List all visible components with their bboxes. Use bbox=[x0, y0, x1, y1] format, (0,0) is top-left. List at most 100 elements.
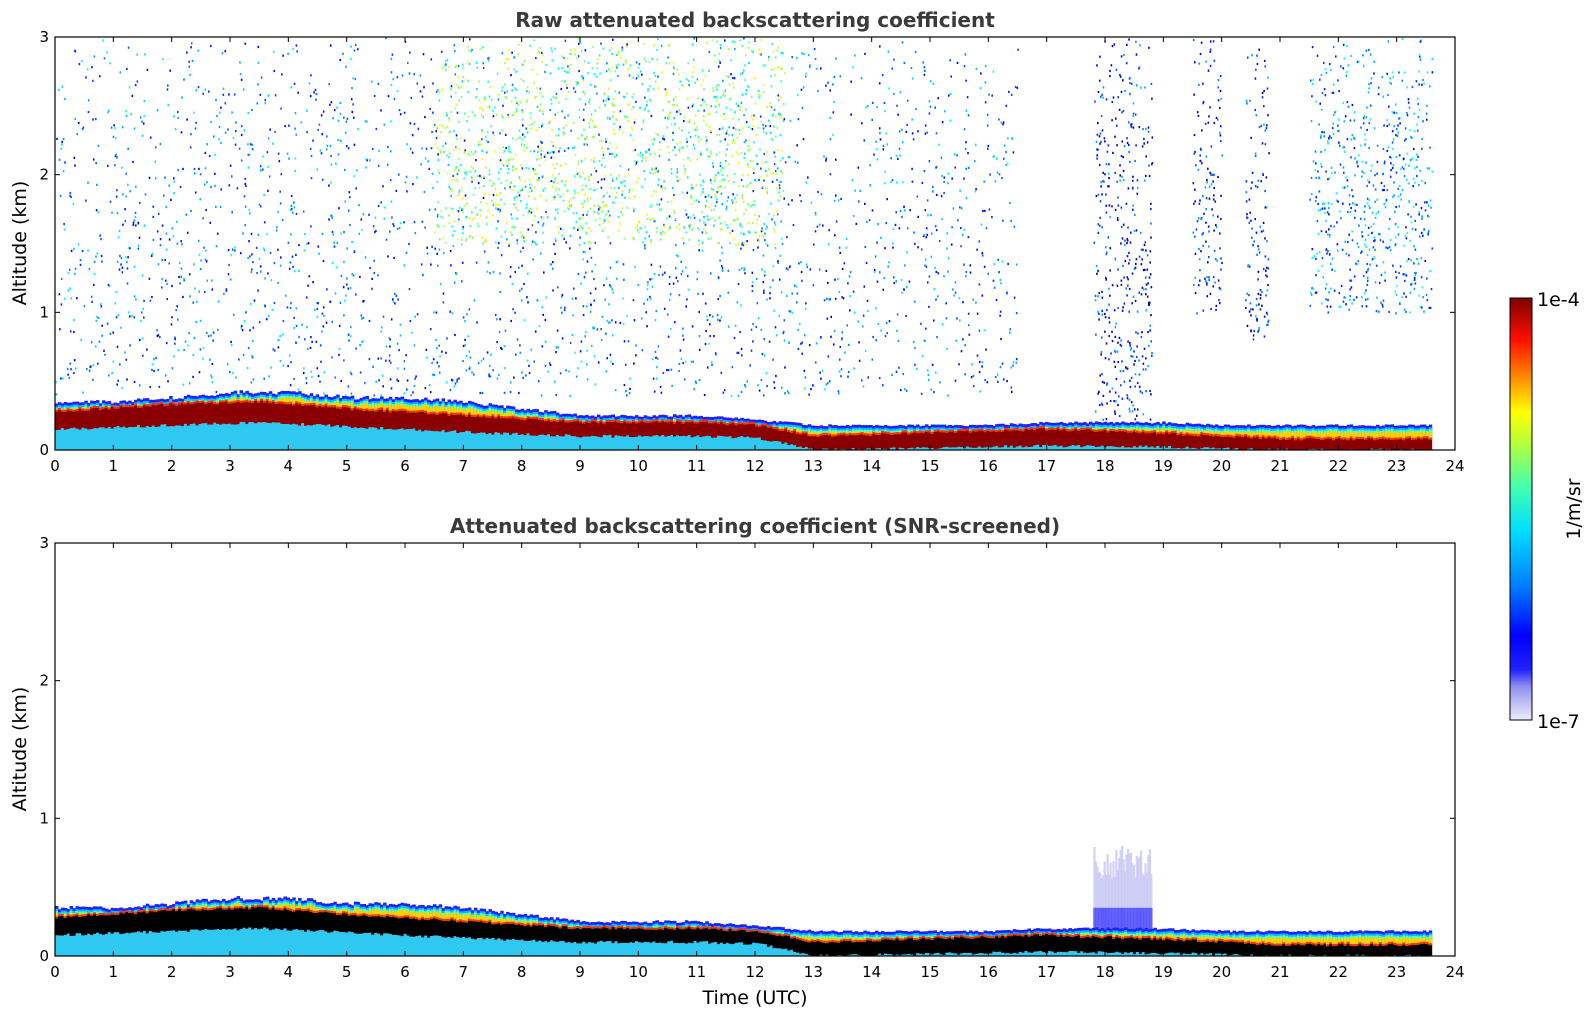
noise-pixel-0-1 bbox=[461, 208, 463, 211]
noise-pixel-0-2 bbox=[1136, 192, 1139, 195]
noise-pixel-0-0 bbox=[116, 260, 119, 263]
noise-pixel-0-0 bbox=[696, 271, 699, 274]
noise-pixel-0-0 bbox=[807, 53, 810, 57]
noise-pixel-0-2 bbox=[1122, 306, 1124, 309]
noise-pixel-0-0 bbox=[655, 356, 657, 359]
noise-pixel-0-1 bbox=[491, 184, 493, 187]
noise-pixel-0-0 bbox=[728, 126, 730, 129]
noise-pixel-0-0 bbox=[892, 242, 894, 245]
noise-pixel-0-1 bbox=[493, 150, 496, 153]
noise-pixel-0-0 bbox=[880, 329, 882, 332]
noise-pixel-0-0 bbox=[1016, 263, 1018, 266]
noise-pixel-0-0 bbox=[879, 45, 881, 48]
noise-pixel-0-2 bbox=[1099, 374, 1101, 377]
noise-pixel-0-1 bbox=[621, 213, 623, 216]
noise-pixel-0-0 bbox=[372, 147, 374, 150]
noise-pixel-0-1 bbox=[657, 133, 659, 136]
noise-pixel-0-0 bbox=[535, 231, 537, 234]
noise-pixel-0-2 bbox=[1117, 204, 1120, 207]
noise-pixel-0-0 bbox=[319, 149, 322, 152]
noise-pixel-0-1 bbox=[628, 190, 630, 194]
noise-pixel-0-0 bbox=[486, 270, 489, 273]
noise-pixel-0-0 bbox=[364, 382, 366, 385]
noise-pixel-0-0 bbox=[467, 335, 469, 338]
noise-pixel-0-0 bbox=[207, 335, 210, 338]
noise-pixel-0-0 bbox=[151, 363, 154, 366]
noise-pixel-0-0 bbox=[710, 361, 713, 364]
noise-pixel-0-5 bbox=[1366, 106, 1368, 109]
noise-pixel-0-5 bbox=[1339, 144, 1341, 147]
noise-pixel-0-1 bbox=[775, 173, 777, 176]
noise-pixel-0-0 bbox=[782, 52, 784, 55]
noise-pixel-0-1 bbox=[583, 193, 586, 196]
noise-pixel-0-1 bbox=[703, 119, 705, 122]
noise-pixel-0-1 bbox=[535, 207, 538, 210]
noise-pixel-0-1 bbox=[487, 131, 489, 134]
noise-pixel-0-0 bbox=[91, 300, 93, 303]
noise-pixel-0-0 bbox=[273, 69, 276, 73]
noise-pixel-0-2 bbox=[1124, 243, 1126, 246]
noise-pixel-0-3 bbox=[1212, 40, 1215, 43]
noise-pixel-0-1 bbox=[434, 143, 437, 146]
noise-pixel-0-0 bbox=[609, 266, 612, 269]
noise-pixel-0-1 bbox=[710, 182, 712, 185]
noise-pixel-0-0 bbox=[666, 368, 668, 372]
noise-pixel-0-2 bbox=[1149, 261, 1151, 264]
noise-pixel-0-5 bbox=[1318, 123, 1320, 126]
noise-pixel-0-0 bbox=[234, 246, 236, 249]
noise-pixel-0-0 bbox=[382, 315, 385, 318]
noise-pixel-0-1 bbox=[522, 213, 525, 216]
noise-pixel-0-0 bbox=[914, 363, 916, 366]
noise-pixel-0-0 bbox=[227, 128, 229, 131]
noise-pixel-0-0 bbox=[555, 239, 557, 242]
noise-pixel-0-1 bbox=[504, 230, 507, 233]
noise-pixel-0-0 bbox=[346, 117, 349, 120]
noise-pixel-0-0 bbox=[911, 77, 914, 80]
noise-pixel-0-0 bbox=[214, 153, 216, 156]
noise-pixel-0-0 bbox=[282, 320, 285, 323]
noise-pixel-0-1 bbox=[643, 57, 645, 60]
noise-pixel-0-4 bbox=[1265, 274, 1267, 277]
noise-pixel-0-3 bbox=[1213, 59, 1216, 62]
noise-pixel-0-0 bbox=[999, 314, 1001, 317]
noise-pixel-0-0 bbox=[339, 58, 341, 62]
noise-pixel-0-0 bbox=[219, 111, 221, 114]
noise-pixel-0-1 bbox=[463, 204, 466, 207]
noise-pixel-0-0 bbox=[198, 371, 201, 374]
noise-pixel-0-5 bbox=[1356, 203, 1358, 206]
noise-pixel-0-2 bbox=[1104, 316, 1107, 319]
noise-pixel-0-5 bbox=[1353, 147, 1356, 150]
noise-pixel-0-0 bbox=[488, 95, 491, 98]
noise-pixel-0-0 bbox=[294, 112, 297, 115]
noise-pixel-0-1 bbox=[535, 129, 537, 132]
noise-pixel-0-1 bbox=[495, 193, 498, 196]
noise-pixel-0-1 bbox=[554, 216, 556, 220]
noise-pixel-0-0 bbox=[901, 181, 904, 184]
top-heatmap bbox=[55, 37, 1434, 450]
noise-pixel-0-1 bbox=[659, 141, 661, 144]
noise-pixel-0-3 bbox=[1208, 185, 1211, 188]
noise-pixel-0-5 bbox=[1392, 138, 1395, 141]
noise-pixel-0-0 bbox=[953, 153, 956, 156]
noise-pixel-0-0 bbox=[214, 172, 216, 175]
noise-pixel-0-1 bbox=[659, 149, 661, 152]
noise-pixel-0-0 bbox=[359, 275, 361, 279]
noise-pixel-0-0 bbox=[953, 294, 955, 297]
noise-pixel-0-0 bbox=[349, 371, 352, 374]
noise-pixel-0-1 bbox=[595, 85, 597, 89]
noise-pixel-0-0 bbox=[267, 165, 269, 168]
noise-pixel-0-0 bbox=[654, 318, 657, 322]
noise-pixel-0-0 bbox=[280, 256, 282, 259]
noise-pixel-0-0 bbox=[989, 173, 991, 176]
noise-pixel-0-1 bbox=[535, 242, 537, 245]
noise-pixel-0-2 bbox=[1101, 290, 1103, 293]
noise-pixel-0-1 bbox=[773, 230, 776, 233]
noise-pixel-0-0 bbox=[297, 91, 299, 94]
noise-pixel-0-0 bbox=[321, 312, 324, 315]
noise-pixel-0-2 bbox=[1148, 344, 1150, 347]
noise-pixel-0-0 bbox=[703, 109, 705, 112]
noise-pixel-0-1 bbox=[482, 109, 484, 112]
noise-pixel-0-0 bbox=[153, 369, 155, 373]
noise-pixel-0-0 bbox=[541, 306, 543, 309]
noise-pixel-0-0 bbox=[976, 354, 979, 357]
